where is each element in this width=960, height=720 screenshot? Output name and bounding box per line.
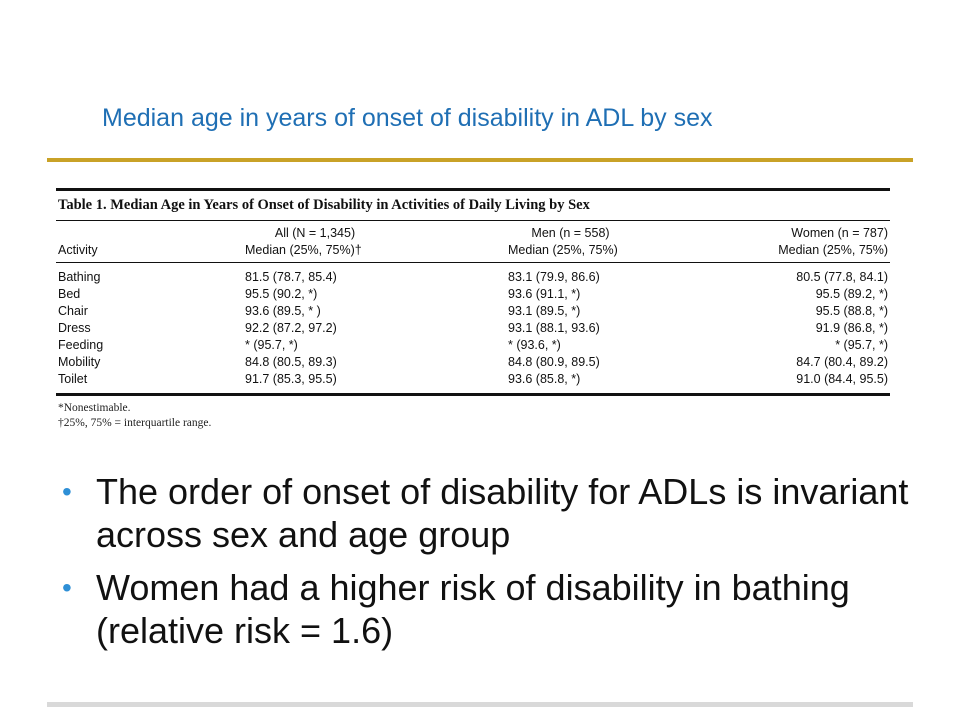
table-image: Table 1. Median Age in Years of Onset of… xyxy=(56,188,890,431)
cell-all: 92.2 (87.2, 97.2) xyxy=(245,321,337,335)
title-divider xyxy=(47,158,913,162)
header-women-n: Women (n = 787) xyxy=(791,226,888,240)
table-bottom-rule xyxy=(56,393,890,396)
cell-women: 95.5 (88.8, *) xyxy=(815,304,888,318)
cell-all: 91.7 (85.3, 95.5) xyxy=(245,372,337,386)
cell-women: 91.9 (86.8, *) xyxy=(815,321,888,335)
table-row: Feeding * (95.7, *) * (93.6, *) * (95.7, *) xyxy=(56,337,890,354)
cell-women: 80.5 (77.8, 84.1) xyxy=(796,270,888,284)
bottom-divider xyxy=(47,702,913,707)
table-row: Bathing 81.5 (78.7, 85.4) 83.1 (79.9, 86.6… xyxy=(56,269,890,286)
cell-activity: Dress xyxy=(58,321,91,335)
cell-all: 93.6 (89.5, * ) xyxy=(245,304,321,318)
cell-all: * (95.7, *) xyxy=(245,338,298,352)
bullet-list: • The order of onset of disability for A… xyxy=(60,470,920,662)
table-body: Bathing 81.5 (78.7, 85.4) 83.1 (79.9, 86.6… xyxy=(56,263,890,393)
cell-all: 84.8 (80.5, 89.3) xyxy=(245,355,337,369)
cell-men: * (93.6, *) xyxy=(508,338,561,352)
cell-activity: Bathing xyxy=(58,270,101,284)
header-men-median: Median (25%, 75%) xyxy=(508,243,618,257)
cell-men: 93.1 (89.5, *) xyxy=(508,304,581,318)
cell-women: 84.7 (80.4, 89.2) xyxy=(796,355,888,369)
cell-women: 91.0 (84.4, 95.5) xyxy=(796,372,888,386)
table-top-rule xyxy=(56,188,890,191)
cell-men: 93.6 (85.8, *) xyxy=(508,372,581,386)
footnote-interquartile: †25%, 75% = interquartile range. xyxy=(58,417,212,429)
header-men-n: Men (n = 558) xyxy=(531,226,610,240)
cell-activity: Chair xyxy=(58,304,88,318)
table-row: Toilet 91.7 (85.3, 95.5) 93.6 (85.8, *) 91.… xyxy=(56,371,890,388)
cell-men: 83.1 (79.9, 86.6) xyxy=(508,270,600,284)
cell-activity: Bed xyxy=(58,287,81,301)
bullet-dot-icon: • xyxy=(62,572,72,603)
table-row: Bed 95.5 (90.2, *) 93.6 (91.1, *) 95.5 (89.… xyxy=(56,286,890,303)
table-header: All (N = 1,345) Men (n = 558) Women (n =… xyxy=(56,221,890,262)
cell-activity: Mobility xyxy=(58,355,101,369)
bullet-item: • Women had a higher risk of disability … xyxy=(60,566,920,652)
table-caption: Table 1. Median Age in Years of Onset of… xyxy=(58,197,590,213)
cell-women: 95.5 (89.2, *) xyxy=(815,287,888,301)
cell-men: 93.1 (88.1, 93.6) xyxy=(508,321,600,335)
table-caption-rule xyxy=(56,220,890,221)
cell-activity: Feeding xyxy=(58,338,104,352)
cell-all: 81.5 (78.7, 85.4) xyxy=(245,270,337,284)
bullet-dot-icon: • xyxy=(62,476,72,507)
table-row: Dress 92.2 (87.2, 97.2) 93.1 (88.1, 93.6) 9… xyxy=(56,320,890,337)
header-women-median: Median (25%, 75%) xyxy=(778,243,888,257)
footnote-nonestimable: *Nonestimable. xyxy=(58,402,131,414)
cell-activity: Toilet xyxy=(58,372,88,386)
header-activity: Activity xyxy=(58,243,98,257)
cell-all: 95.5 (90.2, *) xyxy=(245,287,318,301)
bullet-item: • The order of onset of disability for A… xyxy=(60,470,920,556)
cell-men: 93.6 (91.1, *) xyxy=(508,287,581,301)
table-row: Mobility 84.8 (80.5, 89.3) 84.8 (80.9, 89.… xyxy=(56,354,890,371)
slide-title: Median age in years of onset of disabili… xyxy=(102,104,713,132)
table-header-rule xyxy=(56,262,890,263)
header-all-n: All (N = 1,345) xyxy=(274,226,356,240)
table-footnotes: *Nonestimable. †25%, 75% = interquartile… xyxy=(56,396,890,431)
header-all-median: Median (25%, 75%)† xyxy=(245,243,362,257)
bullet-text: The order of onset of disability for ADL… xyxy=(96,471,909,555)
cell-women: * (95.7, *) xyxy=(835,338,888,352)
bullet-text: Women had a higher risk of disability in… xyxy=(96,567,850,651)
table-row: Chair 93.6 (89.5, * ) 93.1 (89.5, *) 95.5 (… xyxy=(56,303,890,320)
cell-men: 84.8 (80.9, 89.5) xyxy=(508,355,600,369)
